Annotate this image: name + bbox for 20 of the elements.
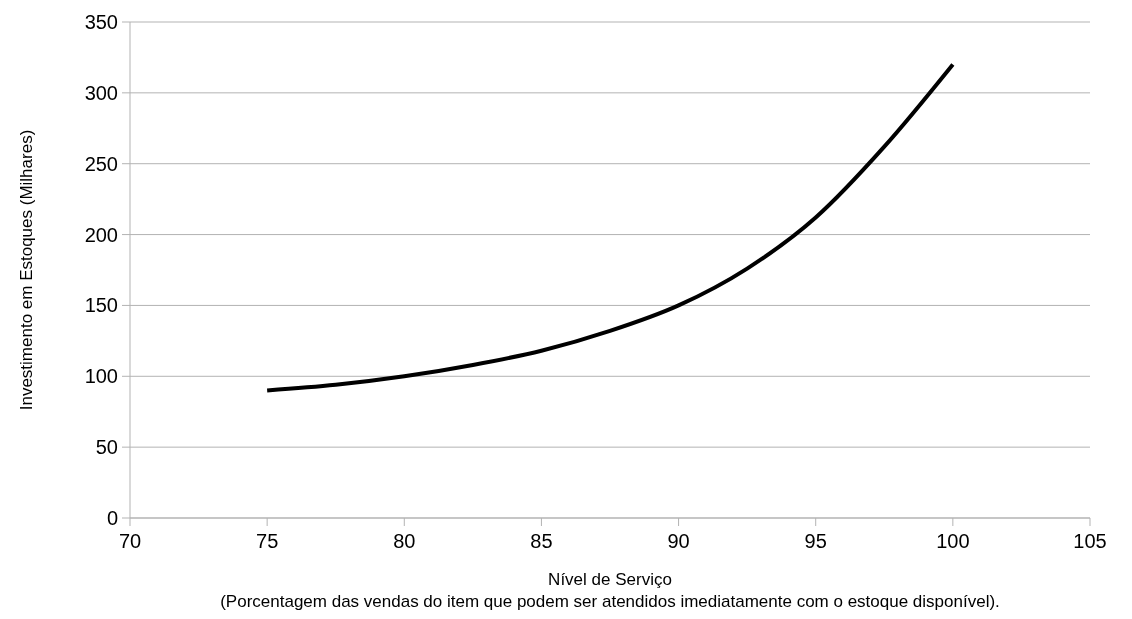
x-tick-label: 90 bbox=[667, 530, 690, 552]
y-tick-label: 150 bbox=[84, 294, 118, 317]
y-tick-label: 250 bbox=[84, 152, 118, 175]
x-tick-label: 80 bbox=[393, 530, 416, 552]
text: (Porcentagem das vendas do item que podem ser atendidos imediatamente com o estoque disponível). bbox=[220, 592, 1000, 611]
x-tick-label: 85 bbox=[530, 530, 553, 552]
x-axis-title: Nível de Serviço bbox=[548, 570, 672, 589]
y-tick-label: 0 bbox=[106, 507, 118, 529]
y-tick-label: 300 bbox=[84, 81, 118, 104]
x-tick-label: 100 bbox=[936, 530, 970, 552]
y-axis-title: Investimento em Estoques (Milhares) bbox=[17, 129, 36, 411]
x-tick-label: 105 bbox=[1073, 530, 1107, 552]
line-series bbox=[265, 62, 955, 393]
x-tick-label: 70 bbox=[118, 530, 142, 552]
y-tick-label: 100 bbox=[84, 365, 118, 388]
x-tick-label: 95 bbox=[804, 530, 827, 552]
y-tick-label: 200 bbox=[84, 223, 118, 246]
y-tick-label: 50 bbox=[95, 436, 118, 459]
x-tick-label: 75 bbox=[256, 530, 279, 552]
y-tick-label: 350 bbox=[84, 11, 118, 33]
